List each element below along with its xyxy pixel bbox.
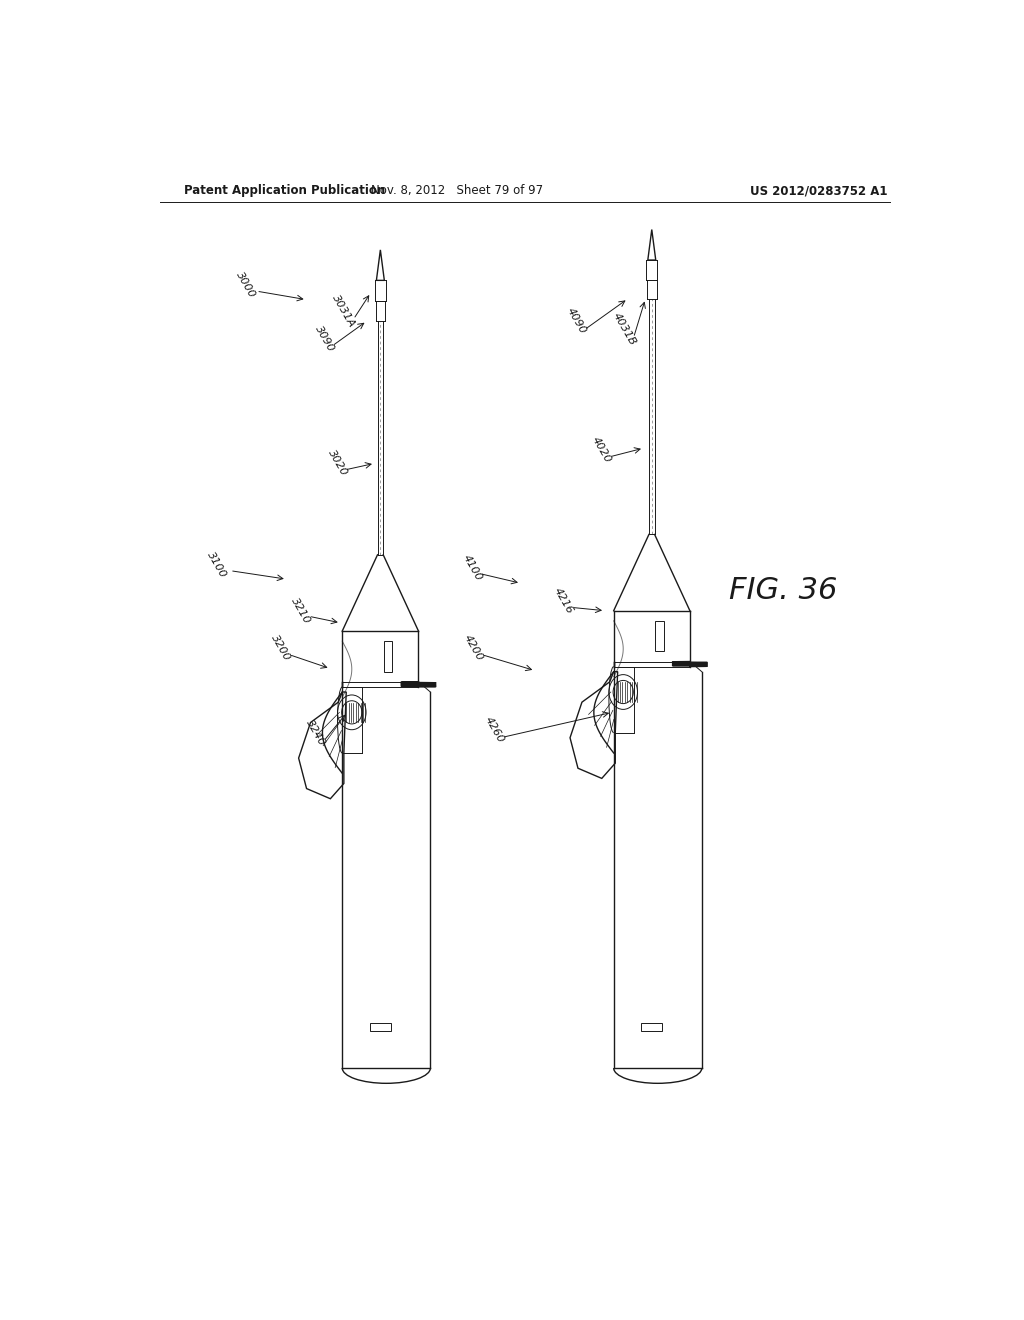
Text: 3000: 3000 bbox=[234, 269, 257, 300]
Text: 4090: 4090 bbox=[565, 306, 588, 335]
Text: Patent Application Publication: Patent Application Publication bbox=[183, 185, 385, 198]
Text: 4100: 4100 bbox=[461, 553, 484, 583]
Text: 3200: 3200 bbox=[269, 634, 292, 663]
Text: 4020: 4020 bbox=[590, 436, 613, 465]
Bar bbox=[641, 1023, 663, 1031]
Bar bbox=[384, 642, 392, 672]
Bar bbox=[655, 620, 664, 651]
Text: Nov. 8, 2012   Sheet 79 of 97: Nov. 8, 2012 Sheet 79 of 97 bbox=[372, 185, 544, 198]
Text: FIG. 36: FIG. 36 bbox=[728, 576, 837, 605]
Text: 4200: 4200 bbox=[463, 634, 485, 663]
Text: 3031A: 3031A bbox=[331, 293, 357, 329]
Bar bbox=[370, 1023, 391, 1031]
Text: 3090: 3090 bbox=[313, 325, 336, 354]
Text: 3210: 3210 bbox=[290, 595, 312, 626]
Text: 4031B: 4031B bbox=[610, 312, 637, 347]
Text: 3240: 3240 bbox=[304, 718, 328, 747]
Text: 3100: 3100 bbox=[206, 550, 228, 579]
Text: 4216: 4216 bbox=[552, 586, 575, 615]
Text: 3020: 3020 bbox=[326, 449, 349, 478]
Text: 4260: 4260 bbox=[483, 714, 506, 744]
Text: US 2012/0283752 A1: US 2012/0283752 A1 bbox=[750, 185, 887, 198]
